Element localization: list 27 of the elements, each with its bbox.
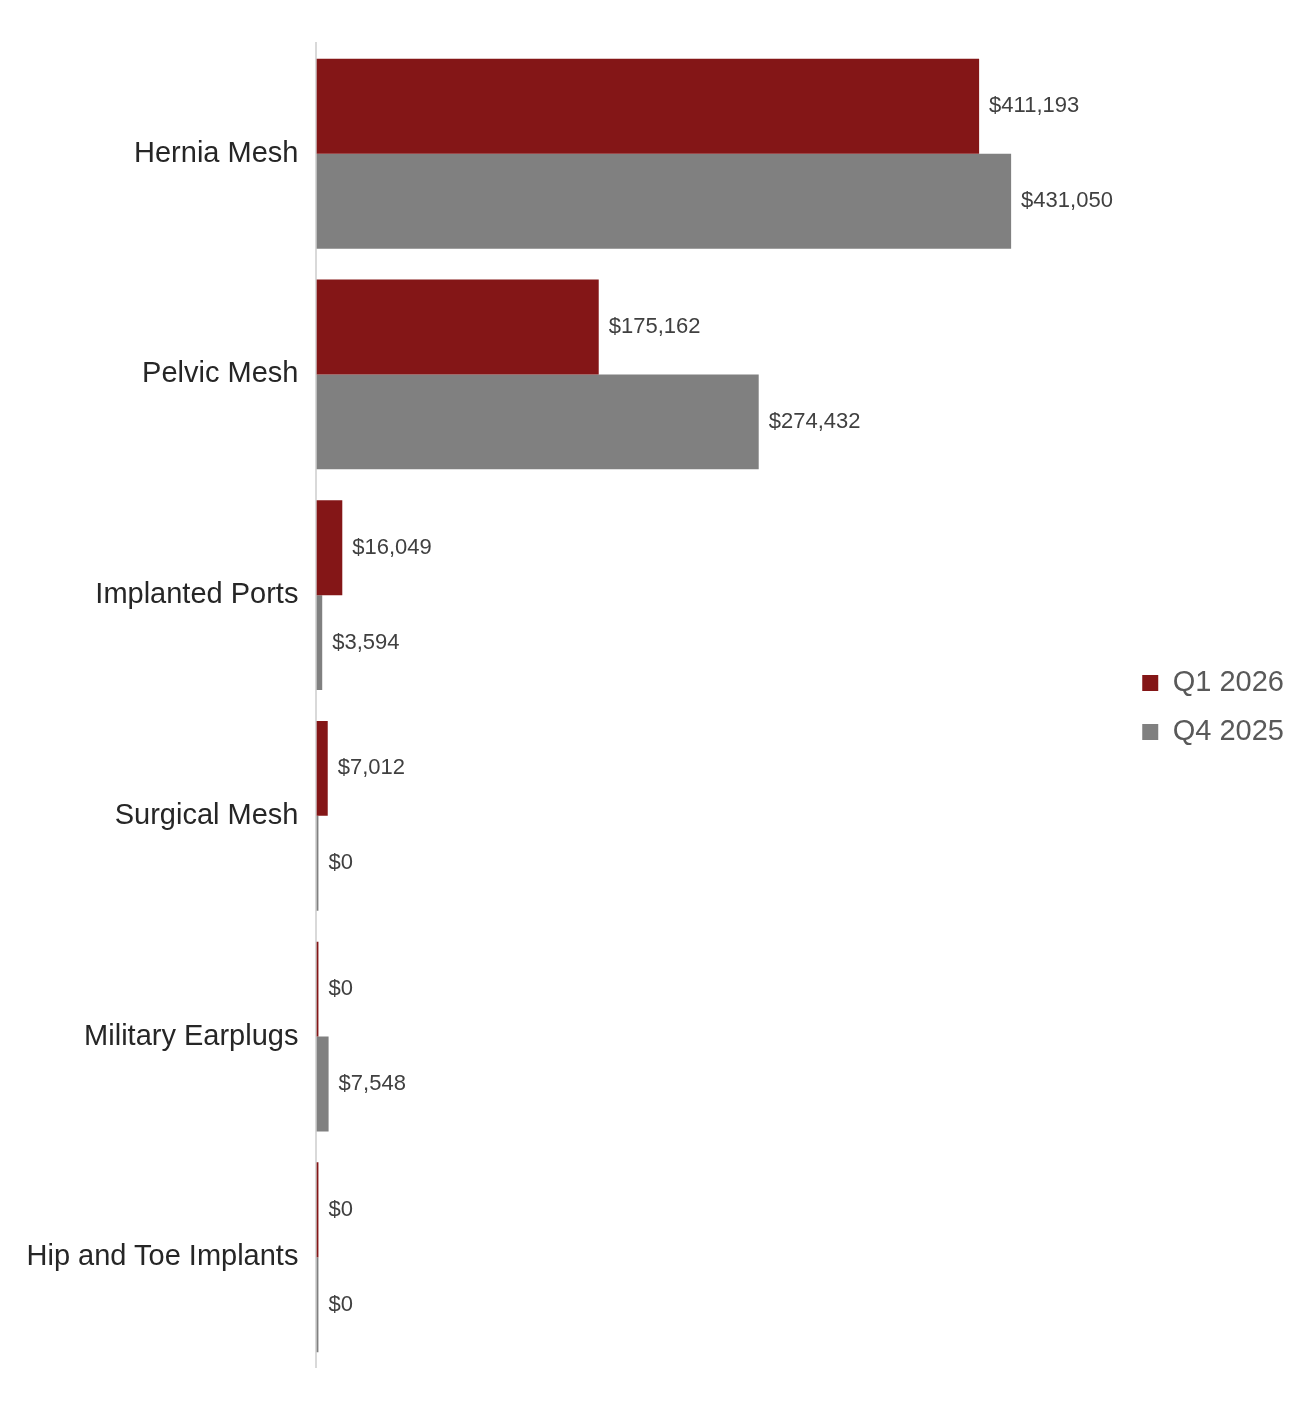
legend-label: Q1 2026: [1172, 665, 1285, 697]
bar: [316, 58, 980, 154]
data-label: $16,049: [352, 533, 432, 559]
data-label: $0: [328, 1290, 353, 1316]
data-label: $175,162: [608, 313, 701, 339]
y-tick-label: Hernia Mesh: [134, 135, 299, 168]
data-label: $0: [328, 975, 353, 1001]
bar: [316, 720, 328, 816]
y-tick-label: Pelvic Mesh: [142, 356, 299, 389]
bar: [316, 279, 599, 375]
y-tick-label: Hip and Toe Implants: [26, 1239, 299, 1272]
bar: [316, 153, 1012, 249]
bar: [316, 374, 759, 470]
y-tick-label: Military Earplugs: [84, 1018, 299, 1051]
y-tick-label: Implanted Ports: [95, 577, 299, 610]
y-tick-label: Surgical Mesh: [114, 797, 299, 830]
data-label: $3,594: [332, 628, 400, 654]
data-label: $0: [328, 849, 353, 875]
data-label: $431,050: [1021, 187, 1113, 213]
bar: [316, 1036, 329, 1132]
data-label: $0: [328, 1195, 353, 1221]
data-label: $411,193: [989, 92, 1080, 118]
data-label: $7,548: [338, 1070, 406, 1096]
data-label: $274,432: [768, 407, 861, 433]
data-label: $7,012: [337, 754, 406, 780]
legend-label: Q4 2025: [1172, 714, 1285, 746]
bar: [316, 500, 343, 596]
